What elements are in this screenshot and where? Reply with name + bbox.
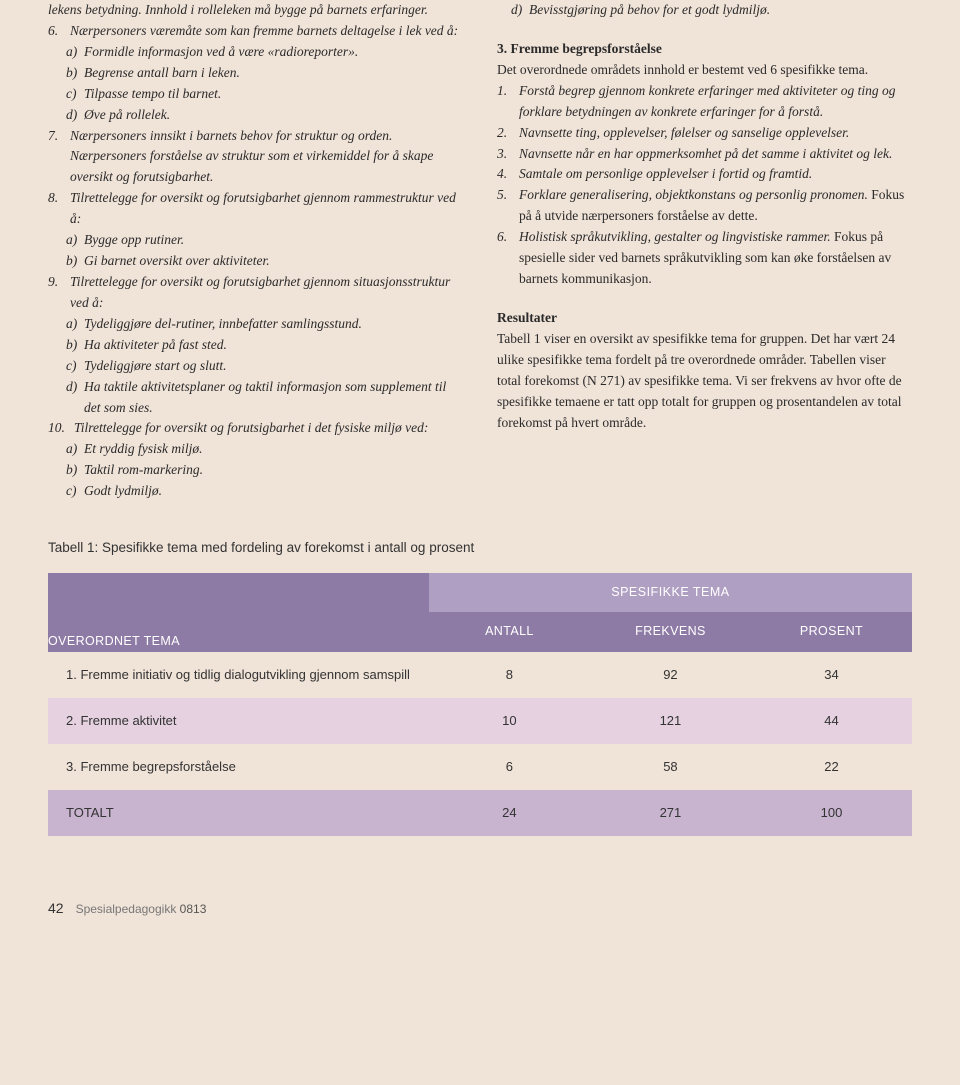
section-heading-3: 3. Fremme begrepsforståelse bbox=[497, 39, 912, 60]
sub-item: c)Tilpasse tempo til barnet. bbox=[48, 84, 463, 105]
list-item: 4.Samtale om personlige opplevelser i fo… bbox=[497, 164, 912, 185]
list-item: 5.Forklare generalisering, objektkonstan… bbox=[497, 185, 912, 227]
right-column: d)Bevisstgjøring på behov for et godt ly… bbox=[497, 0, 912, 502]
sub-item: c)Godt lydmiljø. bbox=[48, 481, 463, 502]
list-item: 3.Navnsette når en har oppmerksomhet på … bbox=[497, 144, 912, 165]
sub-item: c)Tydeliggjøre start og slutt. bbox=[48, 356, 463, 377]
sub-item: b)Begrense antall barn i leken. bbox=[48, 63, 463, 84]
section-intro: Det overordnede områdets innhold er best… bbox=[497, 60, 912, 81]
list-item-6: 6. Nærpersoners væremåte som kan fremme … bbox=[48, 21, 463, 42]
table-row: 3. Fremme begrepsforståelse 6 58 22 bbox=[48, 744, 912, 790]
continuation-text: lekens betydning. Innhold i rolleleken m… bbox=[48, 0, 463, 21]
list-item-10: 10. Tilrettelegge for oversikt og foruts… bbox=[48, 418, 463, 439]
header-prosent: PROSENT bbox=[751, 612, 912, 651]
page-number: 42 bbox=[48, 898, 64, 920]
sub-item: d)Bevisstgjøring på behov for et godt ly… bbox=[497, 0, 912, 21]
header-antall: ANTALL bbox=[429, 612, 590, 651]
header-frekvens: FREKVENS bbox=[590, 612, 751, 651]
list-item-8: 8. Tilrettelegge for oversikt og forutsi… bbox=[48, 188, 463, 230]
table-row: 1. Fremme initiativ og tidlig dialogutvi… bbox=[48, 652, 912, 698]
issue-number: 0813 bbox=[180, 902, 207, 916]
data-table: OVERORDNET TEMA SPESIFIKKE TEMA ANTALL F… bbox=[48, 573, 912, 836]
list-item-7: 7. Nærpersoners innsikt i barnets behov … bbox=[48, 126, 463, 189]
magazine-name: Spesialpedagogikk bbox=[76, 902, 177, 916]
header-spesifikke: SPESIFIKKE TEMA bbox=[429, 573, 912, 612]
results-heading: Resultater bbox=[497, 308, 912, 329]
list-item: 1.Forstå begrep gjennom konkrete erfarin… bbox=[497, 81, 912, 123]
sub-item: a)Et ryddig fysisk miljø. bbox=[48, 439, 463, 460]
table-row: 2. Fremme aktivitet 10 121 44 bbox=[48, 698, 912, 744]
sub-item: d)Øve på rollelek. bbox=[48, 105, 463, 126]
sub-item: b)Taktil rom-markering. bbox=[48, 460, 463, 481]
text-columns: lekens betydning. Innhold i rolleleken m… bbox=[48, 0, 912, 502]
table-caption: Tabell 1: Spesifikke tema med fordeling … bbox=[48, 538, 912, 559]
sub-item: b)Ha aktiviteter på fast sted. bbox=[48, 335, 463, 356]
left-column: lekens betydning. Innhold i rolleleken m… bbox=[48, 0, 463, 502]
sub-item: b)Gi barnet oversikt over aktiviteter. bbox=[48, 251, 463, 272]
table-row-total: TOTALT 24 271 100 bbox=[48, 790, 912, 836]
sub-item: a)Bygge opp rutiner. bbox=[48, 230, 463, 251]
list-item: 2.Navnsette ting, opplevelser, følelser … bbox=[497, 123, 912, 144]
sub-item: a)Formidle informasjon ved å være «radio… bbox=[48, 42, 463, 63]
header-overordnet: OVERORDNET TEMA bbox=[48, 573, 429, 652]
results-paragraph: Tabell 1 viser en oversikt av spesifikke… bbox=[497, 329, 912, 434]
list-item-9: 9. Tilrettelegge for oversikt og forutsi… bbox=[48, 272, 463, 314]
sub-item: a)Tydeliggjøre del-rutiner, innbefatter … bbox=[48, 314, 463, 335]
sub-item: d)Ha taktile aktivitetsplaner og taktil … bbox=[48, 377, 463, 419]
list-item: 6.Holistisk språkutvikling, gestalter og… bbox=[497, 227, 912, 290]
page-footer: 42 Spesialpedagogikk 0813 bbox=[48, 898, 912, 920]
